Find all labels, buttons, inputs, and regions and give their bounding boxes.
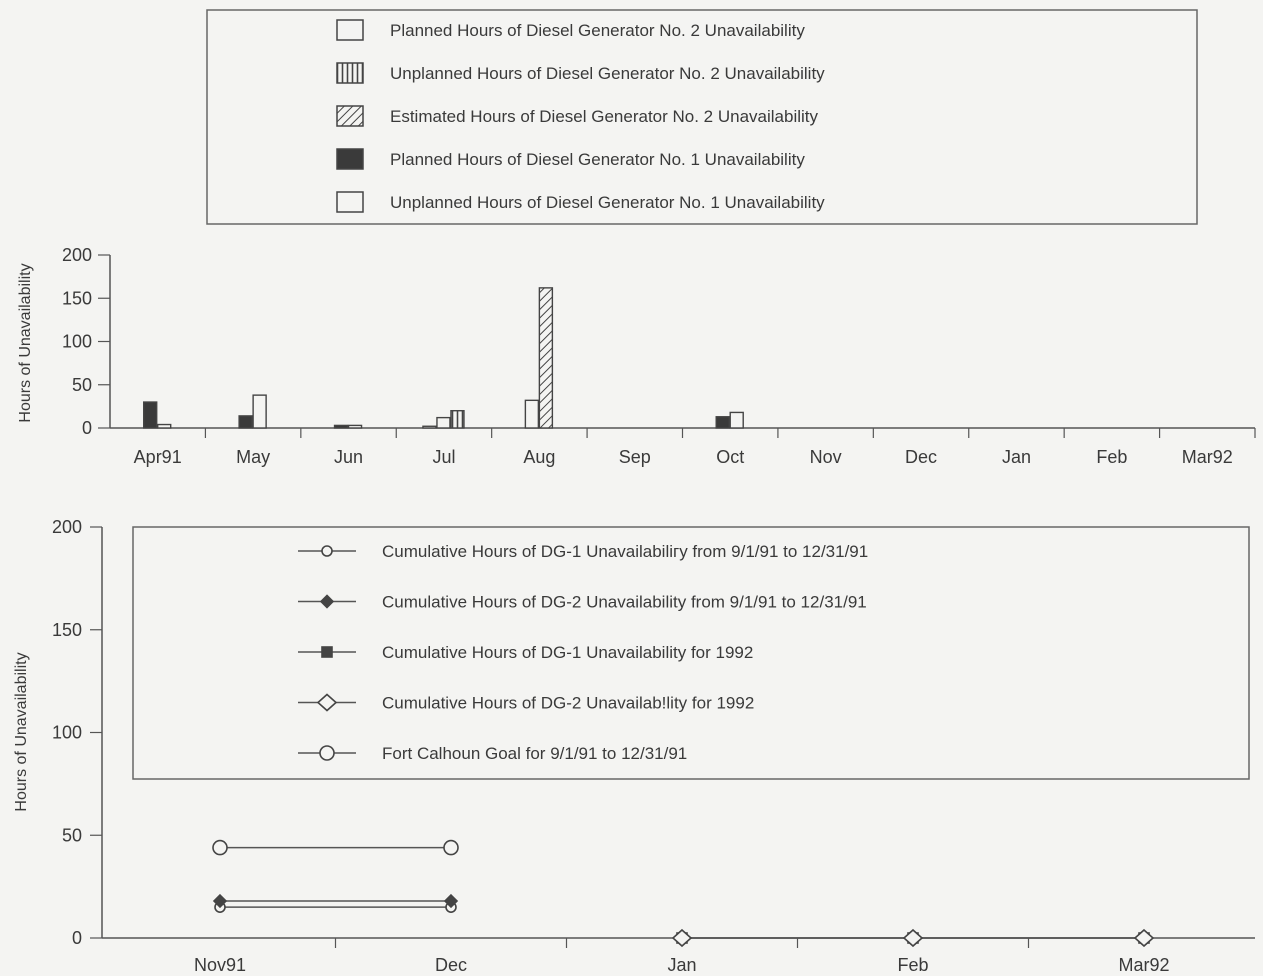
bar-x-tick-label: Sep <box>619 447 651 467</box>
line-legend-marker <box>321 545 333 557</box>
bar-legend-swatch <box>336 191 364 213</box>
bar <box>333 424 349 429</box>
bar <box>252 394 267 429</box>
bar-legend-swatch <box>336 105 364 127</box>
bar-y-tick-label: 100 <box>62 332 92 352</box>
line-x-tick-label: Feb <box>897 955 928 975</box>
line-y-tick-label: 0 <box>72 928 82 948</box>
bar-chart-ylabel: Hours of Unavailability <box>17 263 34 422</box>
bar <box>450 410 465 429</box>
line-y-tick-label: 100 <box>52 723 82 743</box>
bar <box>238 415 253 429</box>
bar <box>157 423 172 429</box>
bar-x-tick-label: Jun <box>334 447 363 467</box>
bar-x-tick-label: Jan <box>1002 447 1031 467</box>
data-point <box>443 839 459 856</box>
bar-legend-swatch <box>336 62 364 84</box>
line-x-tick-label: Dec <box>435 955 467 975</box>
bar-legend-label: Unplanned Hours of Diesel Generator No. … <box>390 64 825 83</box>
bar-legend-swatch <box>336 19 364 41</box>
bar-legend-frame <box>206 9 1198 225</box>
data-point <box>212 839 228 856</box>
bar <box>538 287 554 429</box>
line-y-tick-label: 150 <box>52 620 82 640</box>
line-legend-label: Cumulative Hours of DG-1 Unavailabiliгy … <box>382 542 868 561</box>
bar-x-tick-label: Mar92 <box>1182 447 1233 467</box>
bar-legend-swatch <box>336 148 364 170</box>
line-legend-marker <box>316 693 338 712</box>
line-x-tick-label: Jan <box>667 955 696 975</box>
bar <box>524 399 540 429</box>
line-legend: Cumulative Hours of DG-1 Unavailabiliгy … <box>298 542 868 763</box>
bar <box>715 416 730 429</box>
line-y-tick-label: 50 <box>62 825 82 845</box>
line-legend-label: Cumulative Hours of DG-2 Unavailability … <box>382 593 867 612</box>
bar <box>729 411 744 429</box>
bar-x-tick-label: Oct <box>716 447 744 467</box>
bar-y-tick-label: 150 <box>62 288 92 308</box>
line-legend-label: Cumulative Hours of DG-1 Unavailability … <box>382 643 753 662</box>
bar-legend-label: Estimated Hours of Diesel Generator No. … <box>390 107 819 126</box>
line-x-tick-label: Nov91 <box>194 955 246 975</box>
bar <box>347 424 363 429</box>
bar-x-tick-label: May <box>236 447 270 467</box>
bar-x-tick-label: Jul <box>432 447 455 467</box>
line-legend-marker <box>319 594 335 609</box>
bar-y-tick-label: 50 <box>72 375 92 395</box>
bar-y-tick-label: 200 <box>62 245 92 265</box>
line-chart-ylabel: Hours of Unavailability <box>13 652 30 811</box>
bar-chart: Hours of Unavailability 0 50 100 150 200 Apr9… <box>17 245 1256 467</box>
bar-legend: Planned Hours of Diesel Generator No. 2 … <box>206 9 1198 225</box>
data-point <box>902 928 924 948</box>
line-legend-frame <box>132 526 1250 780</box>
bar-x-tick-label: Nov <box>810 447 842 467</box>
line-legend-marker <box>321 646 333 658</box>
bar-legend-label: Unplanned Hours of Diesel Generator No. … <box>390 193 825 212</box>
bar-x-tick-label: Feb <box>1096 447 1127 467</box>
bar <box>143 401 158 429</box>
bar <box>436 416 451 429</box>
bar-x-tick-label: Apr91 <box>134 447 182 467</box>
line-legend-marker <box>319 745 335 761</box>
bar-x-tick-label: Aug <box>523 447 555 467</box>
bar-y-tick-label: 0 <box>82 418 92 438</box>
bar-legend-label: Planned Hours of Diesel Generator No. 2 … <box>390 21 805 40</box>
line-x-tick-label: Mar92 <box>1118 955 1169 975</box>
data-point <box>671 928 693 948</box>
data-point <box>212 893 228 909</box>
bar-legend-label: Planned Hours of Diesel Generator No. 1 … <box>390 150 805 169</box>
data-point <box>443 893 459 909</box>
bar-x-tick-label: Dec <box>905 447 937 467</box>
line-legend-label: Cumulative Hours of DG-2 Unavailab!lity … <box>382 694 754 713</box>
line-y-tick-label: 200 <box>52 517 82 537</box>
line-chart: Hours of Unavailability 0 50 100 150 200 Nov9… <box>13 517 1255 975</box>
data-point <box>1133 928 1155 948</box>
bar <box>422 425 437 429</box>
line-legend-label: Fort Calhoun Goal for 9/1/91 to 12/31/91 <box>382 744 687 763</box>
